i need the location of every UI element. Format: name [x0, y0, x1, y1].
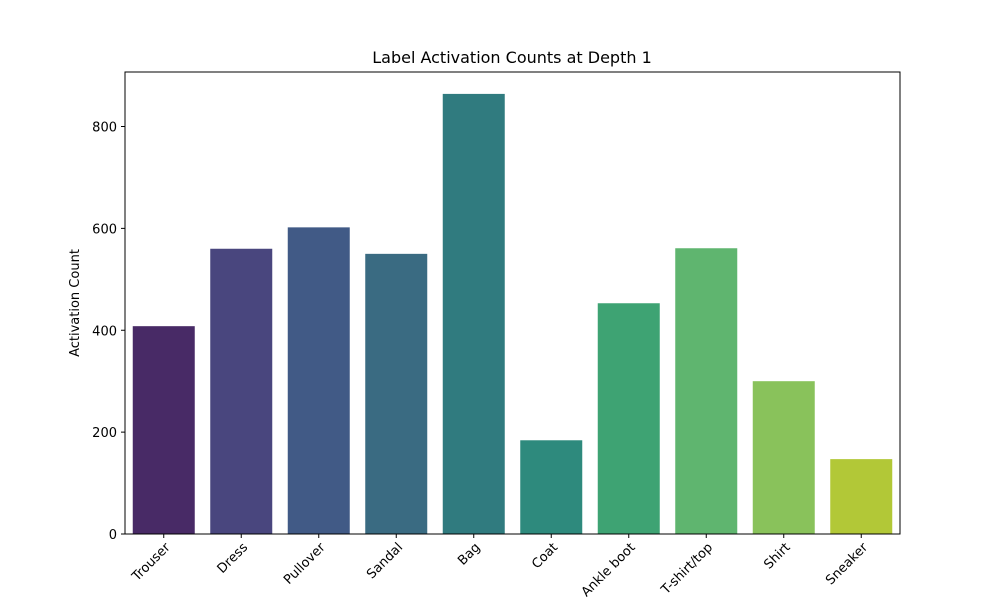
x-axis: Trouser Dress Pullover Sandal Bag Coat Ankle b… — [129, 534, 872, 600]
bar-sandal — [365, 253, 428, 534]
x-tick-label: Dress — [215, 540, 252, 577]
x-tick-label: Pullover — [281, 540, 329, 588]
x-tick-label: Ankle boot — [579, 540, 639, 600]
bars-group — [132, 93, 893, 534]
y-tick-label: 600 — [92, 222, 117, 237]
bar-coat — [520, 440, 583, 534]
chart-title: Label Activation Counts at Depth 1 — [372, 48, 652, 67]
y-tick-label: 200 — [92, 426, 117, 441]
bar-shirt — [752, 381, 815, 534]
bar-t-shirt-top — [675, 248, 738, 534]
x-tick-label: Coat — [529, 540, 561, 572]
y-tick-label: 800 — [92, 121, 117, 136]
y-axis: 0 200 400 600 800 — [92, 121, 125, 543]
x-tick-label: Bag — [455, 540, 483, 568]
x-tick-label: Shirt — [761, 540, 793, 572]
plot-frame — [124, 71, 901, 535]
x-tick-label: Sandal — [364, 540, 406, 582]
x-tick-label: Trouser — [129, 540, 174, 585]
y-tick-label: 400 — [92, 324, 117, 339]
bar-pullover — [287, 227, 350, 534]
bar-trouser — [132, 326, 195, 534]
bar-ankle-boot — [597, 303, 660, 534]
y-tick-label: 0 — [109, 528, 117, 543]
bar-bag — [442, 93, 505, 534]
bar-sneaker — [830, 459, 893, 534]
x-tick-label: Sneaker — [823, 540, 871, 588]
x-tick-label: T-shirt/top — [658, 540, 716, 598]
y-axis-label: Activation Count — [68, 249, 83, 357]
bar-dress — [210, 248, 273, 534]
